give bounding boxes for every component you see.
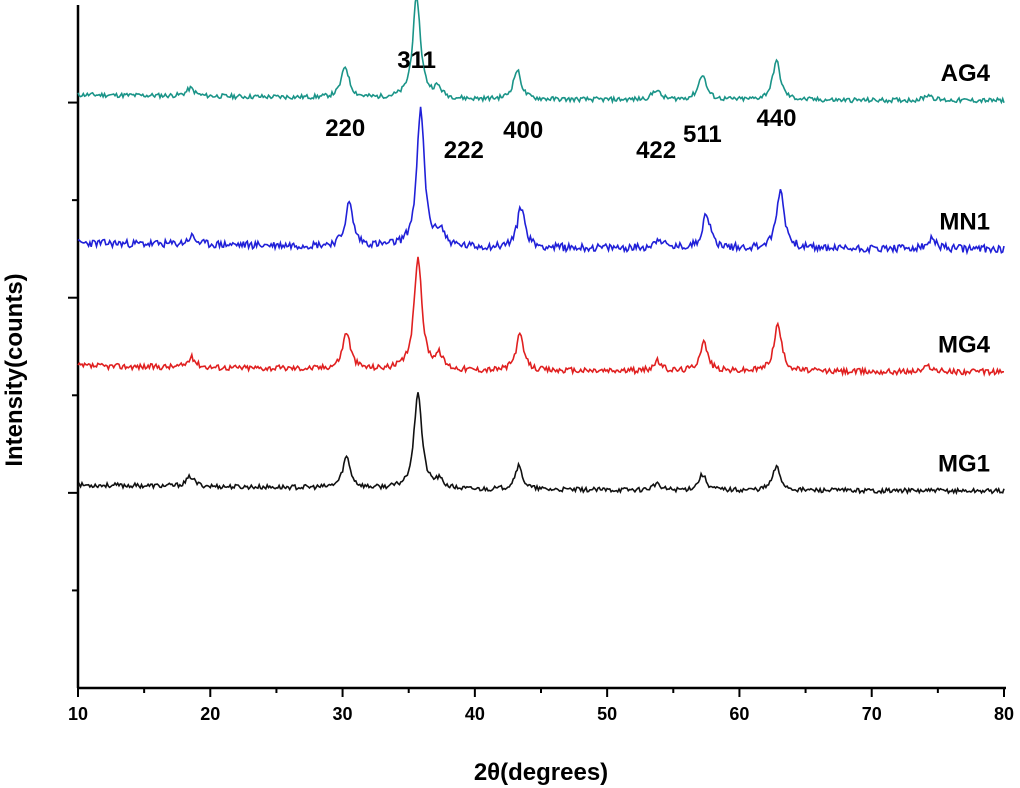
series-line-ag4 bbox=[77, 0, 1005, 105]
x-tick-label: 80 bbox=[994, 704, 1014, 724]
x-tick-label: 60 bbox=[729, 704, 749, 724]
x-tick-label: 50 bbox=[597, 704, 617, 724]
series-label-mg1: MG1 bbox=[938, 450, 990, 477]
peak-label-311: 311 bbox=[397, 47, 436, 74]
peak-label-422: 422 bbox=[636, 137, 676, 164]
peak-label-222: 222 bbox=[444, 137, 484, 164]
x-tick-label: 10 bbox=[68, 704, 88, 724]
series-label-mn1: MN1 bbox=[939, 208, 990, 235]
x-axis-label: 2θ(degrees) bbox=[474, 759, 608, 786]
x-tick-label: 40 bbox=[465, 704, 485, 724]
x-axis-ticks: 10 20 30 40 50 60 70 80 bbox=[68, 688, 1014, 724]
peak-labels: 220 311 222 400 422 511 440 bbox=[325, 47, 796, 164]
peak-label-440: 440 bbox=[756, 105, 796, 132]
series-label-ag4: AG4 bbox=[941, 60, 991, 87]
plot-frame bbox=[76, 5, 1006, 690]
series-labels: AG4 MN1 MG4 MG1 bbox=[938, 60, 991, 477]
peak-label-400: 400 bbox=[503, 117, 543, 144]
x-tick-label: 30 bbox=[333, 704, 353, 724]
y-axis-ticks bbox=[68, 101, 78, 592]
peak-label-511: 511 bbox=[683, 121, 722, 148]
series-line-mg4 bbox=[77, 256, 1004, 377]
series-line-mg1 bbox=[77, 392, 1005, 496]
x-tick-label: 70 bbox=[862, 704, 882, 724]
y-axis-label: Intensity(counts) bbox=[1, 273, 28, 466]
series-label-mg4: MG4 bbox=[938, 331, 991, 358]
x-tick-label: 20 bbox=[200, 704, 220, 724]
series-layer bbox=[77, 0, 1005, 496]
series-line-mn1 bbox=[77, 106, 1005, 256]
peak-label-220: 220 bbox=[325, 115, 365, 142]
